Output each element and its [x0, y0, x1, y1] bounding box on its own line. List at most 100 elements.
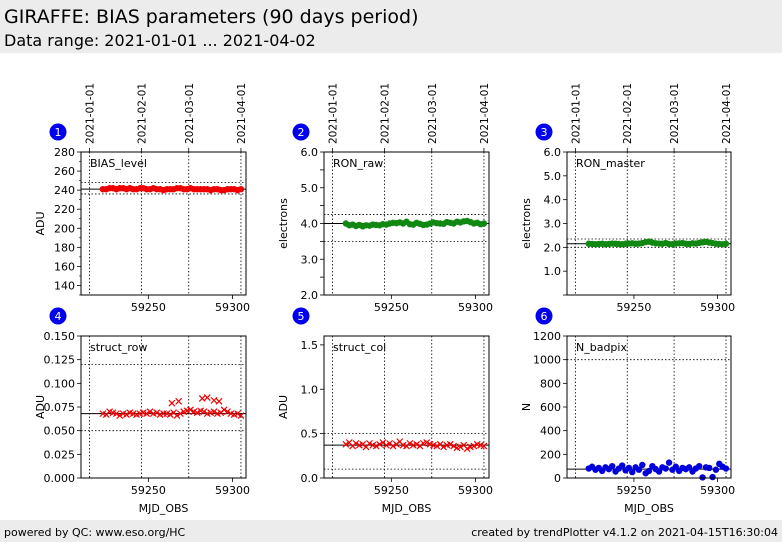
data-point: [696, 462, 703, 470]
panel-badge-number: 2: [298, 126, 305, 139]
data-point: [166, 411, 174, 418]
y-tick-label: 0.050: [44, 425, 76, 438]
x-axis-label: MJD_OBS: [382, 502, 432, 515]
x-tick-label: 59300: [215, 484, 250, 497]
data-point: [456, 443, 464, 451]
panel-1: 2021-01-01 2021-02-01 2021-03-01 2021-04-01…: [34, 83, 250, 314]
data-point: [176, 410, 184, 418]
y-axis-label: electrons: [520, 198, 533, 249]
panel-label: RON_raw: [333, 157, 383, 170]
x-tick-label: 59250: [616, 484, 651, 497]
data-point: [210, 408, 218, 416]
panel-3: 2021-01-01 2021-02-01 2021-03-01 2021-04-01…: [520, 83, 735, 314]
data-point: [200, 408, 208, 416]
date-tick-label: 2021-04-01: [236, 83, 248, 144]
date-tick-label: 2021-03-01: [184, 83, 196, 144]
panel-badge-number: 4: [55, 310, 62, 323]
data-point: [645, 467, 653, 475]
data-point: [173, 412, 181, 419]
y-tick-label: 3.0: [544, 218, 562, 231]
y-tick-label: 1.5: [301, 339, 319, 352]
y-tick-label: 200: [54, 222, 75, 235]
y-tick-label: 2.0: [301, 289, 319, 302]
data-point: [629, 468, 636, 476]
x-tick-label: 59250: [131, 301, 166, 314]
axes-frame: [80, 151, 247, 296]
y-tick-label: 1000: [533, 354, 561, 367]
panel-label: BIAS_level: [90, 157, 147, 170]
data-point: [168, 399, 176, 407]
data-point: [112, 410, 120, 418]
data-point: [440, 443, 447, 451]
y-tick-label: 0: [554, 472, 561, 485]
data-point: [722, 240, 730, 247]
data-point: [237, 185, 245, 193]
y-tick-label: 260: [54, 165, 75, 178]
y-tick-label: 240: [54, 184, 75, 197]
x-tick-label: 59250: [616, 301, 651, 314]
date-tick-label: 2021-02-01: [380, 83, 392, 144]
date-tick-label: 2021-02-01: [137, 83, 149, 144]
y-tick-label: 6.0: [301, 146, 319, 159]
data-point: [619, 462, 626, 469]
panel-badge-number: 1: [55, 126, 62, 139]
panel-badge: [292, 123, 310, 141]
data-point: [706, 464, 713, 472]
data-point: [382, 441, 390, 449]
data-point: [699, 474, 706, 481]
data-point: [123, 411, 130, 418]
y-tick-label: 3.0: [301, 253, 319, 266]
data-point: [224, 408, 231, 416]
y-tick-label: 1200: [533, 330, 561, 343]
data-point: [480, 220, 488, 227]
y-tick-label: 0.0: [301, 472, 319, 485]
y-tick-label: 2.0: [544, 241, 562, 254]
x-tick-label: 59300: [700, 484, 735, 497]
date-tick-label: 2021-03-01: [427, 83, 439, 144]
x-tick-label: 59250: [374, 484, 409, 497]
footer-bar: powered by QC: www.eso.org/HC created by…: [0, 520, 782, 542]
date-tick-label: 2021-01-01: [327, 83, 339, 144]
y-tick-label: 5.0: [301, 182, 319, 195]
data-point: [175, 397, 183, 405]
footer-credit: powered by QC: www.eso.org/HC: [4, 526, 186, 539]
x-axis-label: MJD_OBS: [139, 502, 189, 515]
y-tick-label: 1.0: [301, 383, 319, 396]
data-point: [143, 410, 151, 418]
x-tick-label: 59300: [700, 301, 735, 314]
x-tick-label: 59250: [131, 484, 166, 497]
data-point: [665, 459, 673, 466]
data-point: [153, 409, 161, 417]
date-tick-label: 2021-04-01: [721, 83, 733, 144]
y-tick-label: 0.100: [44, 377, 76, 390]
y-tick-label: 5.0: [544, 170, 562, 183]
data-point: [215, 397, 223, 405]
y-axis-label: ADU: [34, 395, 47, 419]
panel-6: 0 200 400 600 800 1000 1200 59250 59300 N_badpix N…: [520, 307, 735, 515]
data-point: [376, 440, 383, 448]
data-point: [237, 412, 245, 419]
y-tick-label: 4.0: [544, 194, 562, 207]
data-point: [366, 439, 373, 447]
data-point: [372, 442, 380, 450]
date-tick-label: 2021-04-01: [479, 83, 491, 144]
panel-badge: [535, 307, 553, 325]
page-title: GIRAFFE: BIAS parameters (90 days period…: [4, 6, 419, 28]
y-tick-label: 0.5: [301, 428, 319, 441]
panel-5: 0.0 0.5 1.0 1.5 59250 59300 struct_col ADU MJD_O…: [277, 307, 493, 515]
data-point: [712, 466, 720, 473]
x-axis-label: MJD_OBS: [624, 502, 674, 515]
panel-badge-number: 6: [541, 310, 548, 323]
panel-badge-number: 5: [298, 310, 305, 323]
y-tick-label: 160: [54, 260, 75, 273]
y-tick-label: 400: [540, 425, 561, 438]
y-tick-label: 220: [54, 203, 75, 216]
panel-badge-number: 3: [541, 126, 548, 139]
data-point: [662, 465, 669, 472]
y-tick-label: 1.0: [544, 265, 562, 278]
panel-label: struct_col: [333, 341, 386, 354]
data-point: [470, 442, 478, 450]
axes-frame: [323, 335, 490, 479]
data-point: [203, 394, 211, 401]
